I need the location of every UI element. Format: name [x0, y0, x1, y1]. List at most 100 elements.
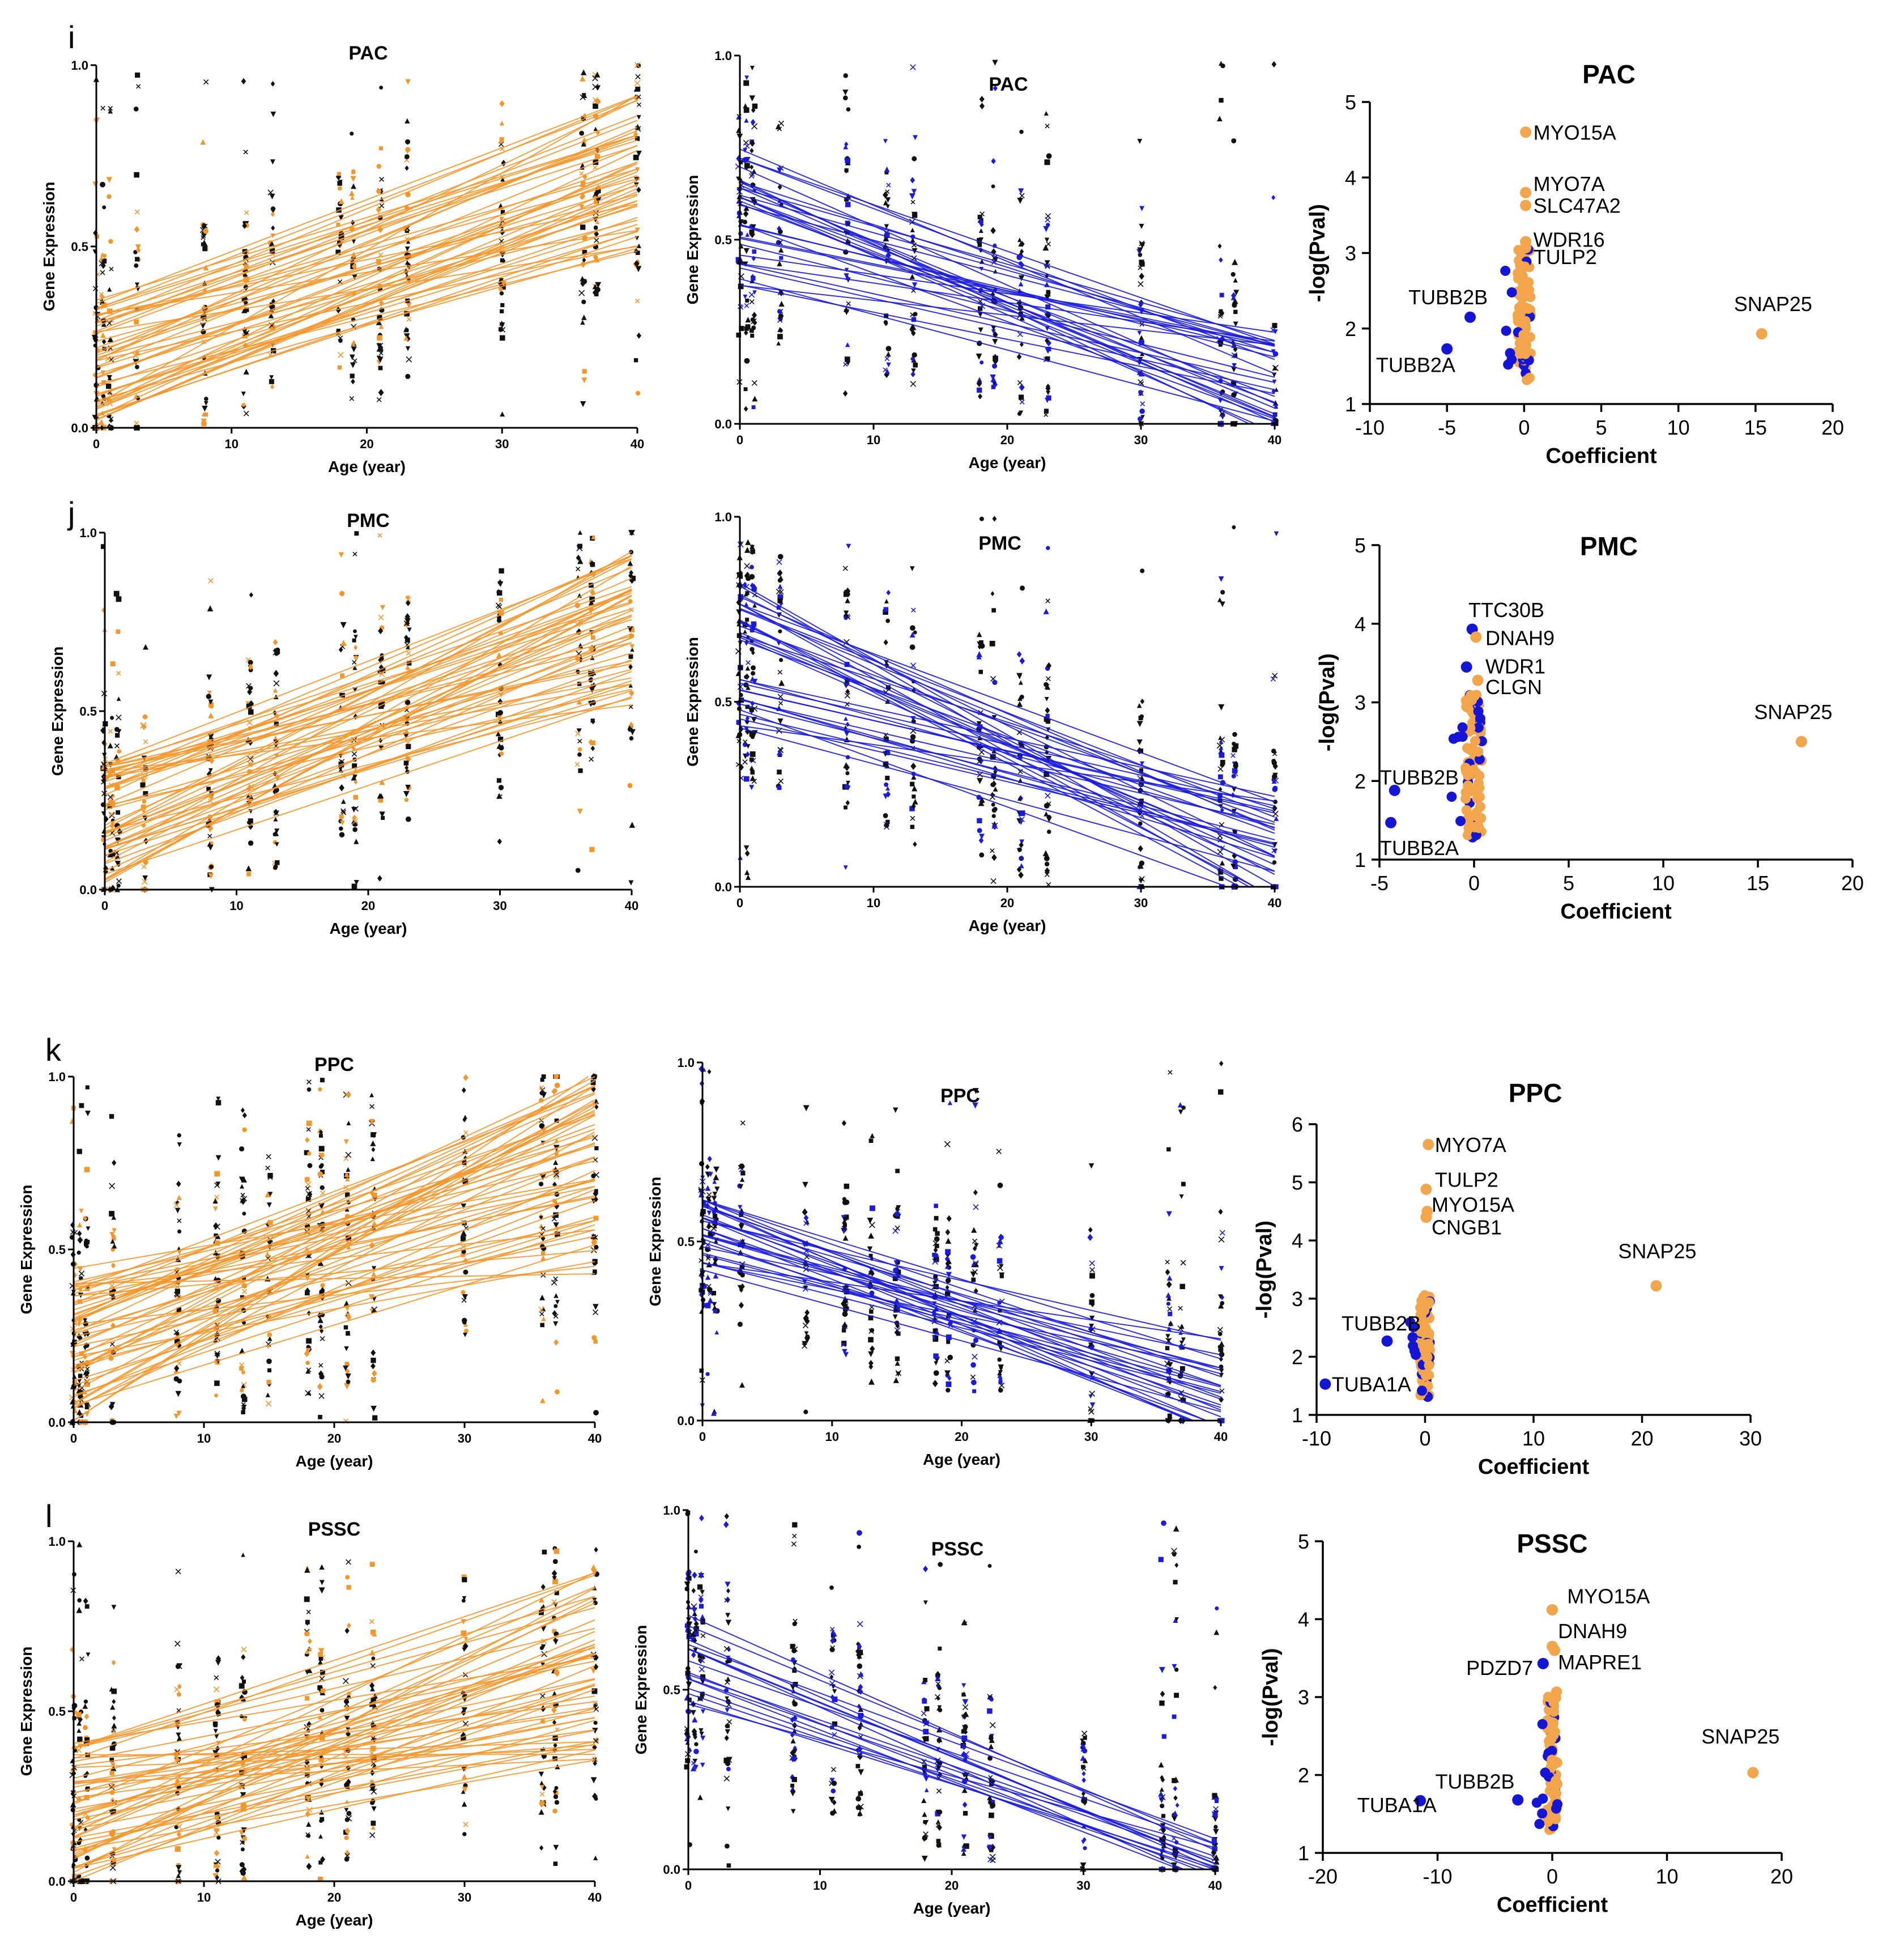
- chart-title: PPC: [314, 1054, 354, 1075]
- data-point: [1167, 1413, 1172, 1418]
- data-point: [1232, 363, 1237, 368]
- data-point: [336, 329, 340, 333]
- data-point: [883, 367, 888, 372]
- data-point: [922, 1698, 927, 1704]
- data-point: [353, 629, 357, 634]
- regression-lines: [702, 1199, 1221, 1421]
- data-point: [885, 351, 891, 357]
- data-point: [869, 1309, 874, 1314]
- data-point: [635, 299, 640, 304]
- data-point: [1018, 188, 1024, 194]
- data-point: [239, 1683, 245, 1689]
- data-point: [1044, 867, 1050, 875]
- data-point: [990, 374, 996, 381]
- data-point: [944, 1370, 951, 1377]
- regression-line: [702, 1218, 1221, 1371]
- y-tick-label: 0.0: [714, 417, 732, 431]
- data-point: [1139, 351, 1145, 356]
- data-point: [978, 312, 983, 318]
- data-point: [497, 604, 503, 610]
- data-point: [1217, 1294, 1223, 1299]
- regression-line: [702, 1252, 1221, 1388]
- data-point: [354, 655, 358, 660]
- data-point: [174, 1338, 180, 1344]
- gene-point: [1409, 1345, 1420, 1356]
- data-point: [317, 1317, 323, 1323]
- data-point: [1088, 1342, 1093, 1348]
- data-point: [112, 1243, 117, 1249]
- data-point: [970, 1271, 977, 1278]
- data-point: [591, 1335, 597, 1341]
- data-point: [594, 1245, 599, 1250]
- data-point: [267, 1368, 272, 1372]
- data-point: [577, 747, 582, 752]
- regression-line: [739, 200, 1275, 418]
- data-point: [846, 301, 851, 307]
- data-point: [694, 1742, 699, 1746]
- data-point: [346, 1585, 351, 1590]
- data-point: [500, 411, 505, 417]
- data-point: [378, 627, 384, 635]
- data-point: [803, 1285, 808, 1290]
- data-point: [844, 356, 850, 362]
- data-point: [378, 797, 384, 803]
- data-point: [553, 1174, 560, 1180]
- data-point: [1168, 1070, 1173, 1075]
- data-point: [705, 1372, 710, 1376]
- data-point: [344, 1207, 350, 1212]
- data-point: [463, 1322, 468, 1327]
- data-point: [580, 320, 585, 325]
- data-point: [895, 1205, 900, 1211]
- data-point: [318, 1414, 322, 1419]
- data-point: [629, 729, 636, 735]
- data-point: [116, 696, 121, 701]
- data-point: [712, 1291, 717, 1296]
- regression-line: [96, 126, 638, 361]
- data-point: [500, 335, 505, 341]
- data-point: [743, 248, 750, 254]
- data-point: [352, 774, 357, 780]
- data-point: [744, 850, 750, 857]
- data-point: [553, 1159, 559, 1165]
- data-point: [842, 1235, 849, 1241]
- chart-title: PSSC: [308, 1519, 361, 1540]
- data-point: [750, 274, 755, 280]
- data-point: [991, 325, 997, 331]
- data-point: [369, 1192, 375, 1197]
- data-point: [778, 247, 784, 253]
- data-point: [1274, 885, 1279, 889]
- data-point: [1138, 390, 1143, 395]
- gene-point: [1506, 287, 1517, 297]
- data-point: [320, 1336, 325, 1342]
- data-point: [580, 163, 585, 168]
- regression-line: [96, 100, 638, 310]
- x-tick-label: 10: [1667, 416, 1690, 439]
- data-point: [803, 1221, 809, 1226]
- data-point: [913, 630, 917, 635]
- data-point: [947, 1100, 953, 1106]
- data-point: [973, 1189, 978, 1196]
- data-point: [370, 1140, 376, 1146]
- data-point: [857, 1663, 863, 1669]
- data-point: [934, 1243, 939, 1248]
- data-point: [272, 830, 279, 836]
- data-point: [461, 1230, 467, 1236]
- data-point: [909, 644, 915, 651]
- data-point: [318, 1656, 323, 1661]
- data-point: [791, 1776, 797, 1783]
- data-point: [776, 559, 782, 566]
- data-point: [751, 312, 757, 319]
- data-point: [306, 1345, 310, 1349]
- data-point: [268, 240, 273, 245]
- data-point: [938, 1708, 943, 1712]
- data-point: [1042, 850, 1049, 856]
- data-point: [751, 380, 757, 386]
- x-tick-label: 0: [736, 433, 743, 447]
- data-point: [270, 211, 275, 217]
- data-point: [274, 721, 279, 726]
- data-point: [752, 103, 758, 109]
- data-point: [706, 1210, 712, 1216]
- data-point: [883, 191, 888, 199]
- data-point: [699, 1288, 704, 1293]
